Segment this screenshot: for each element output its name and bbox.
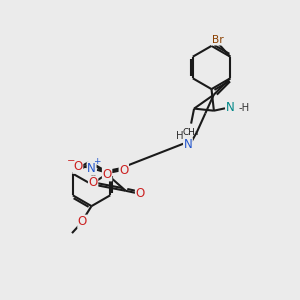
- Text: N: N: [87, 162, 96, 175]
- Text: O: O: [103, 168, 112, 181]
- Text: +: +: [93, 157, 101, 166]
- Text: −: −: [67, 156, 76, 167]
- Text: N: N: [226, 100, 235, 114]
- Text: H: H: [176, 131, 183, 141]
- Text: -H: -H: [239, 103, 250, 113]
- Text: O: O: [74, 160, 83, 173]
- Text: O: O: [78, 215, 87, 228]
- Text: O: O: [88, 176, 98, 189]
- Text: Br: Br: [212, 35, 224, 45]
- Text: N: N: [184, 138, 192, 151]
- Text: CH₃: CH₃: [183, 128, 199, 137]
- Text: O: O: [119, 164, 128, 177]
- Text: O: O: [136, 187, 145, 200]
